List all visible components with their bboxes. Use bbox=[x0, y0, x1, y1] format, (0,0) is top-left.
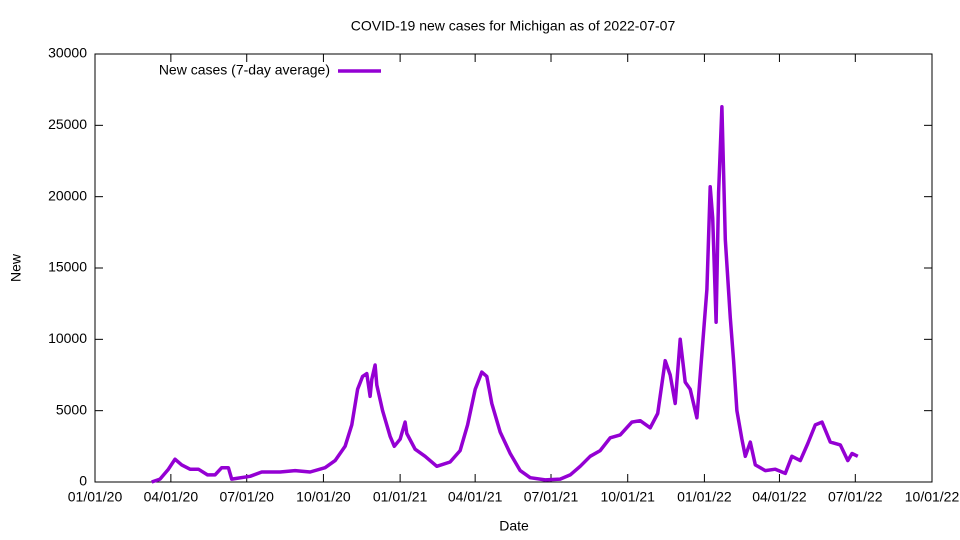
chart-title: COVID-19 new cases for Michigan as of 20… bbox=[351, 18, 676, 34]
x-tick-label: 01/01/21 bbox=[373, 489, 428, 505]
legend-label: New cases (7-day average) bbox=[159, 62, 330, 78]
x-tick-label: 10/01/22 bbox=[905, 489, 960, 505]
y-tick-label: 30000 bbox=[48, 45, 87, 61]
data-line bbox=[151, 105, 859, 484]
x-tick-label: 04/01/20 bbox=[144, 489, 199, 505]
y-tick-label: 0 bbox=[79, 473, 87, 489]
x-tick-label: 10/01/21 bbox=[600, 489, 655, 505]
x-tick-label: 07/01/21 bbox=[524, 489, 579, 505]
y-tick-label: 25000 bbox=[48, 116, 87, 132]
x-axis-label: Date bbox=[499, 518, 529, 534]
y-tick-label: 15000 bbox=[48, 259, 87, 275]
x-tick-label: 10/01/20 bbox=[296, 489, 351, 505]
y-axis-label: New bbox=[8, 253, 24, 282]
plot-frame bbox=[94, 53, 933, 483]
x-tick-label: 04/01/21 bbox=[448, 489, 503, 505]
x-tick-label: 01/01/22 bbox=[677, 489, 732, 505]
x-tick-label: 07/01/22 bbox=[828, 489, 883, 505]
y-tick-label: 5000 bbox=[56, 401, 87, 417]
x-tick-label: 07/01/20 bbox=[219, 489, 274, 505]
y-tick-label: 20000 bbox=[48, 187, 87, 203]
x-tick-label: 01/01/20 bbox=[68, 489, 123, 505]
y-tick-label: 10000 bbox=[48, 330, 87, 346]
x-tick-label: 04/01/22 bbox=[752, 489, 807, 505]
